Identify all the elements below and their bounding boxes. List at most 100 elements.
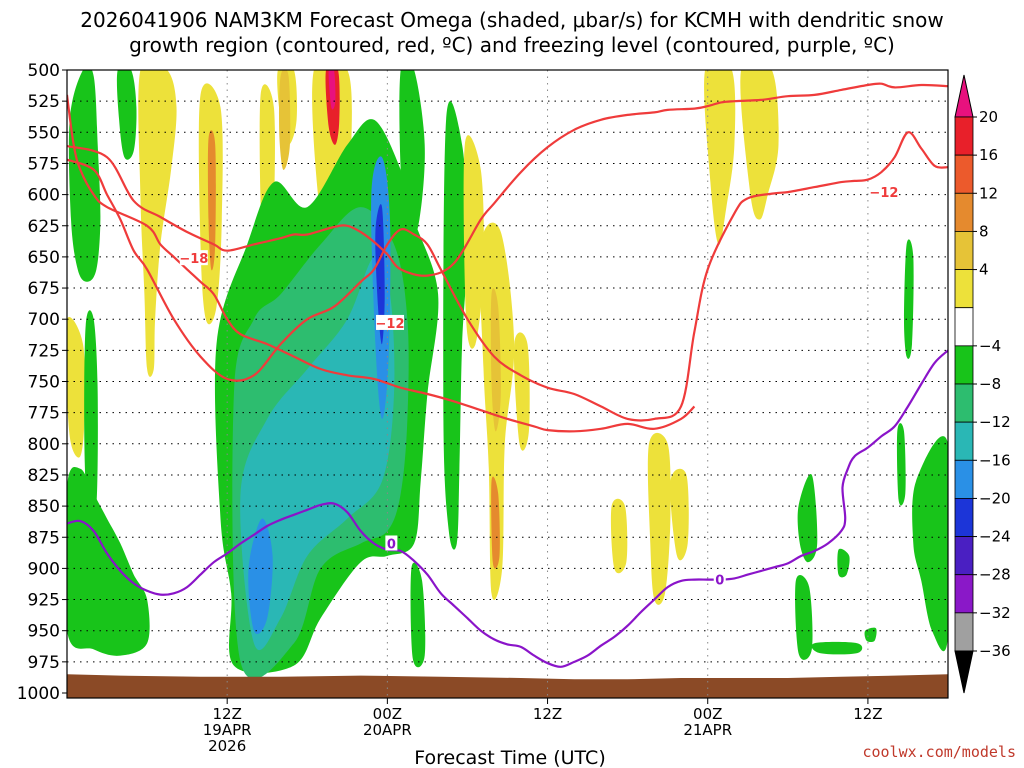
contour-label-3: 0 xyxy=(387,537,396,552)
omega-region-19 xyxy=(375,204,385,345)
omega-region-26 xyxy=(491,476,500,569)
omega-region-5 xyxy=(84,310,98,525)
omega-region-22 xyxy=(410,562,426,668)
y-axis: 500 525 550 575 600 625 650 675 700 725 750 775 800 8… xyxy=(17,61,67,704)
colorbar-label-1: 16 xyxy=(979,146,998,164)
y-tick-label-1000: 1000 xyxy=(17,684,60,704)
contour-label-1-bg xyxy=(179,250,208,266)
colorbar-band-14 xyxy=(954,612,974,652)
omega-region-30 xyxy=(670,468,689,561)
y-tick-label-750: 750 xyxy=(28,373,60,393)
x-tick-label-18-3: 2026 xyxy=(208,737,246,755)
omega-region-4 xyxy=(67,317,85,458)
omega-region-23 xyxy=(463,135,484,349)
y-tick-label-950: 950 xyxy=(28,622,60,642)
omega-shading xyxy=(67,70,948,680)
y-tick-label-875: 875 xyxy=(28,528,60,548)
contour-label-3-b: 0 xyxy=(715,574,724,589)
colorbar: 20 16 12 8 4 −4 −8 −12 −16 −20 −24 −28 −32 −36 xyxy=(954,74,1011,694)
omega-region-20 xyxy=(399,70,425,247)
contour-label-3-b-bg xyxy=(713,571,726,587)
terrain-polygon xyxy=(67,674,948,698)
contour-label-2: −12 xyxy=(376,317,405,332)
y-tick-label-775: 775 xyxy=(28,404,60,424)
omega-region-29 xyxy=(647,432,671,605)
contour-line-1 xyxy=(67,131,948,422)
colorbar-label-10: −24 xyxy=(979,528,1011,546)
colorbar-band-8 xyxy=(954,383,974,423)
colorbar-band-9 xyxy=(954,421,974,461)
colorbar-label-11: −28 xyxy=(979,566,1011,584)
x-tick-label-18-2: 19APR xyxy=(203,721,252,739)
chart-title-line1: 2026041906 NAM3KM Forecast Omega (shaded… xyxy=(80,8,943,32)
omega-region-17 xyxy=(248,518,273,635)
x-tick-label-54-1: 00Z xyxy=(693,705,722,723)
colorbar-label-9: −20 xyxy=(979,489,1011,507)
colorbar-label-8: −16 xyxy=(979,451,1011,469)
x-tick-label-30-1: 00Z xyxy=(373,705,402,723)
y-tick-label-575: 575 xyxy=(28,154,60,174)
omega-region-13 xyxy=(328,70,336,110)
colorbar-label-0: 20 xyxy=(979,108,998,126)
omega-region-38 xyxy=(904,239,914,359)
colorbar-label-3: 8 xyxy=(979,222,989,240)
plot-frame xyxy=(66,69,949,699)
colorbar-label-2: 12 xyxy=(979,184,998,202)
colorbar-label-13: −36 xyxy=(979,642,1011,660)
colorbar-label-6: −8 xyxy=(979,375,1001,393)
colorbar-band-11 xyxy=(954,498,974,537)
contour-line-2 xyxy=(67,94,696,433)
omega-region-28 xyxy=(610,498,628,574)
credit-text: coolwx.com/models xyxy=(862,743,1016,761)
omega-region-25 xyxy=(490,288,501,432)
colorbar-band-5 xyxy=(954,269,974,309)
omega-region-37 xyxy=(864,627,877,643)
omega-region-39 xyxy=(896,423,906,506)
y-tick-label-825: 825 xyxy=(28,466,60,486)
contour-label-0: −12 xyxy=(869,186,898,201)
terrain-fill xyxy=(67,674,948,698)
y-tick-label-975: 975 xyxy=(28,653,60,673)
y-tick-label-675: 675 xyxy=(28,279,60,299)
contour-label-3-bg xyxy=(385,535,398,551)
y-tick-label-725: 725 xyxy=(28,341,60,361)
omega-region-32 xyxy=(740,70,779,220)
temperature-contours xyxy=(67,82,948,668)
colorbar-bottom-arrow xyxy=(954,650,974,694)
colorbar-label-12: −32 xyxy=(979,604,1011,622)
y-tick-label-600: 600 xyxy=(28,186,60,206)
x-tick-label-30-2: 20APR xyxy=(363,721,412,739)
x-axis-label: Forecast Time (UTC) xyxy=(414,747,605,768)
x-tick-label-66-1: 12Z xyxy=(853,705,882,723)
colorbar-band-13 xyxy=(954,574,974,614)
omega-region-7 xyxy=(207,130,216,271)
colorbar-band-6 xyxy=(954,307,974,347)
colorbar-band-3 xyxy=(954,192,974,232)
omega-region-2 xyxy=(116,70,137,160)
colorbar-band-12 xyxy=(954,536,974,576)
y-tick-label-650: 650 xyxy=(28,248,60,268)
contour-line-3 xyxy=(67,349,948,668)
contour-labels: −12 −18 −12 0 0 xyxy=(179,184,898,589)
colorbar-label-4: 4 xyxy=(979,261,989,279)
colorbar-band-7 xyxy=(954,345,974,385)
colorbar-label-5: −4 xyxy=(979,337,1001,355)
omega-region-41 xyxy=(934,449,948,573)
colorbar-band-4 xyxy=(954,231,974,270)
omega-region-1 xyxy=(68,70,101,282)
x-tick-label-54-2: 21APR xyxy=(683,721,732,739)
colorbar-band-2 xyxy=(954,154,974,194)
omega-region-33 xyxy=(797,473,818,563)
y-tick-label-925: 925 xyxy=(28,591,60,611)
omega-region-21 xyxy=(443,101,468,550)
omega-region-35 xyxy=(811,641,863,655)
y-tick-label-625: 625 xyxy=(28,217,60,237)
omega-region-36 xyxy=(837,548,850,578)
x-tick-label-18-1: 12Z xyxy=(212,705,241,723)
y-tick-label-900: 900 xyxy=(28,559,60,579)
y-tick-label-525: 525 xyxy=(28,92,60,112)
colorbar-band-10 xyxy=(954,459,974,499)
y-tick-label-800: 800 xyxy=(28,435,60,455)
